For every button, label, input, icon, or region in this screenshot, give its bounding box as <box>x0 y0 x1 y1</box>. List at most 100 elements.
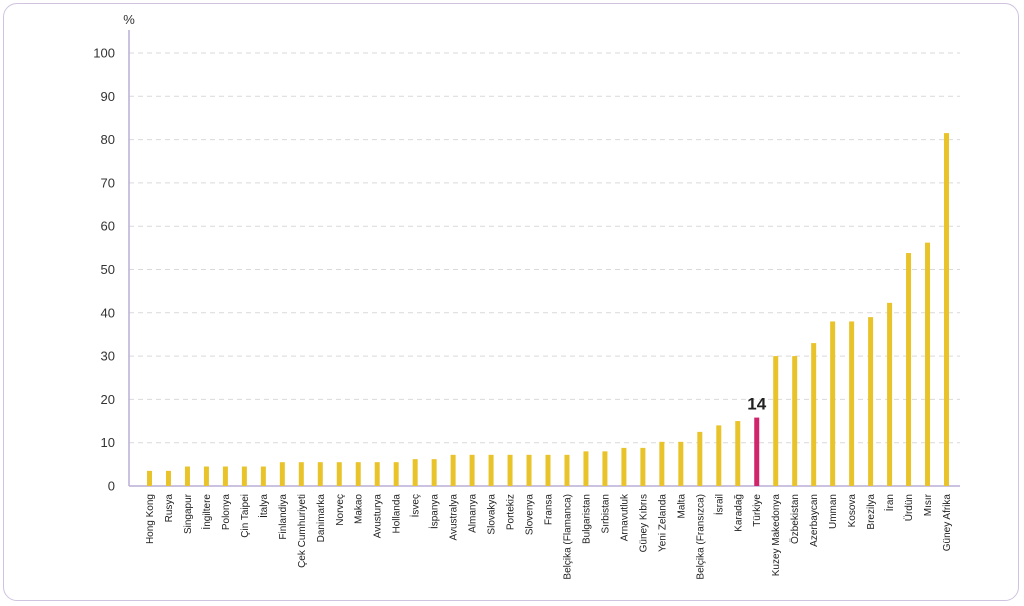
y-tick-label: 100 <box>93 46 115 61</box>
x-category-label: Singapur <box>183 493 194 534</box>
bar <box>640 447 646 486</box>
bar <box>355 462 361 486</box>
x-category-label: Finlandiya <box>278 494 289 540</box>
y-tick-label: 20 <box>101 392 115 407</box>
x-category-label: Güney Afrika <box>942 494 953 552</box>
x-category-label: Ürdün <box>903 494 915 521</box>
bar <box>393 462 399 486</box>
bar <box>773 356 779 486</box>
x-category-label: Belçika (Fransızca) <box>695 494 706 580</box>
bar <box>241 466 247 486</box>
x-category-label: İsveç <box>409 494 422 517</box>
x-category-label: Avustralya <box>449 494 460 541</box>
bar <box>697 431 703 486</box>
x-category-label: Yeni Zelanda <box>657 494 668 552</box>
bar <box>545 454 551 486</box>
x-category-label: Portekiz <box>506 494 517 530</box>
x-category-label: İsrail <box>712 494 725 515</box>
bar <box>222 466 228 486</box>
y-tick-label: 30 <box>101 349 115 364</box>
x-category-label: Hong Kong <box>145 494 156 544</box>
bar-highlighted <box>754 417 760 486</box>
x-category-label: Mısır <box>923 493 934 516</box>
x-category-label: Türkiye <box>752 494 763 527</box>
x-category-label: Bulgaristan <box>581 494 592 544</box>
y-tick-label: 50 <box>101 262 115 277</box>
bar <box>317 462 323 486</box>
bar <box>279 462 285 486</box>
x-category-label: Fransa <box>544 494 555 526</box>
bar <box>887 302 893 486</box>
bar <box>849 321 855 486</box>
bar <box>830 321 836 486</box>
x-category-label: Sırbistan <box>600 494 611 533</box>
bar <box>184 466 190 486</box>
y-unit-label: % <box>123 12 135 27</box>
bar <box>469 454 475 486</box>
x-category-label: İngiltere <box>200 494 213 530</box>
y-tick-label: 60 <box>101 219 115 234</box>
bar <box>147 470 152 486</box>
x-category-label: Azerbaycan <box>809 494 820 547</box>
y-tick-label: 0 <box>108 479 115 494</box>
x-category-label: Brezilya <box>866 494 877 530</box>
bar <box>165 470 171 486</box>
x-category-label: Makao <box>354 494 365 524</box>
axes: 0 10 20 30 40 50 60 70 80 90 100 <box>93 30 960 494</box>
bar <box>659 441 665 486</box>
x-category-label: Güney Kıbrıs <box>638 494 649 552</box>
bar <box>336 462 342 486</box>
x-category-label: Umman <box>828 494 839 529</box>
bar <box>868 317 874 486</box>
x-category-label: Avusturya <box>373 494 384 539</box>
x-category-label: İtalya <box>257 494 270 518</box>
x-category-label: Özbekistan <box>789 494 801 544</box>
x-category-label: Danimarka <box>316 494 327 543</box>
bar <box>621 447 627 486</box>
x-category-label: Almanya <box>468 494 479 533</box>
bar <box>450 454 456 486</box>
bar <box>811 343 817 486</box>
x-category-label: İran <box>883 494 896 511</box>
y-tick-label: 40 <box>101 305 115 320</box>
x-category-label: Norveç <box>335 494 346 526</box>
x-category-label: Slovakya <box>487 494 498 535</box>
bar <box>260 466 266 486</box>
x-category-label: Kosova <box>847 494 858 528</box>
x-category-label: Arnavutluk <box>619 493 630 541</box>
x-category-label: Polonya <box>221 494 232 531</box>
x-category-label: Karadağ <box>733 494 744 532</box>
chart-frame <box>3 3 1019 601</box>
category-labels: Hong Kong Rusya Singapur İngiltere Polonya Çi… <box>145 493 953 580</box>
bar <box>583 451 589 486</box>
bar <box>716 425 722 486</box>
x-category-label: Belçika (Flamanca) <box>562 494 573 580</box>
y-tick-label: 70 <box>101 175 115 190</box>
y-tick-label: 80 <box>101 132 115 147</box>
x-category-label: Çin Taipei <box>240 494 251 538</box>
bar <box>412 459 418 486</box>
bar <box>507 454 513 486</box>
bars <box>147 133 949 487</box>
bar <box>488 454 494 486</box>
x-category-label: Çek Cumhuriyeti <box>297 494 308 568</box>
x-category-label: Rusya <box>164 494 175 523</box>
bar <box>792 356 798 486</box>
bar <box>602 451 608 486</box>
x-category-label: İspanya <box>428 494 441 529</box>
bar <box>298 462 304 486</box>
bar <box>906 253 912 486</box>
bar <box>431 459 437 486</box>
bar <box>925 242 931 486</box>
y-tick-label: 10 <box>101 435 115 450</box>
bar <box>374 462 380 486</box>
x-category-label: Slovenya <box>525 494 536 536</box>
bar <box>526 454 532 486</box>
y-tick-label: 90 <box>101 89 115 104</box>
bar <box>564 454 570 486</box>
bar <box>944 133 949 487</box>
bar <box>678 441 684 486</box>
highlight-data-label: 14 <box>747 395 766 414</box>
bar <box>735 421 741 486</box>
